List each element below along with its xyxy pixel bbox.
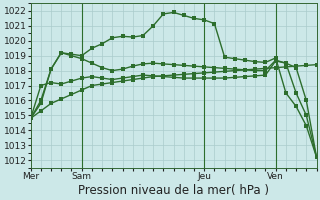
X-axis label: Pression niveau de la mer( hPa ): Pression niveau de la mer( hPa ) xyxy=(78,184,269,197)
